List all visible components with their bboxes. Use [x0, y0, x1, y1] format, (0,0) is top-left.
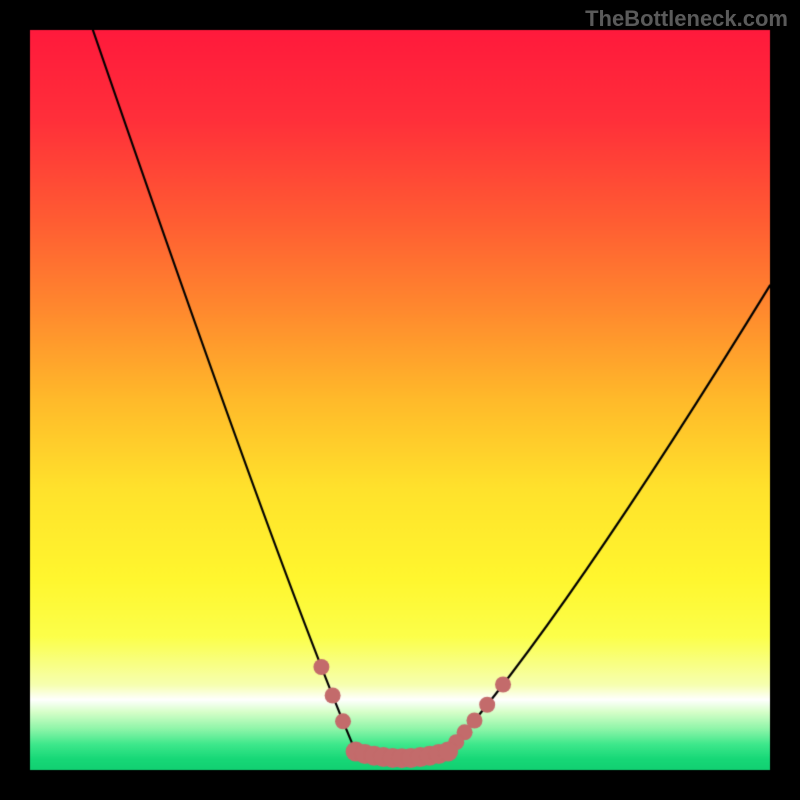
- attribution-label: TheBottleneck.com: [585, 6, 788, 32]
- bottleneck-gradient-chart: [0, 0, 800, 800]
